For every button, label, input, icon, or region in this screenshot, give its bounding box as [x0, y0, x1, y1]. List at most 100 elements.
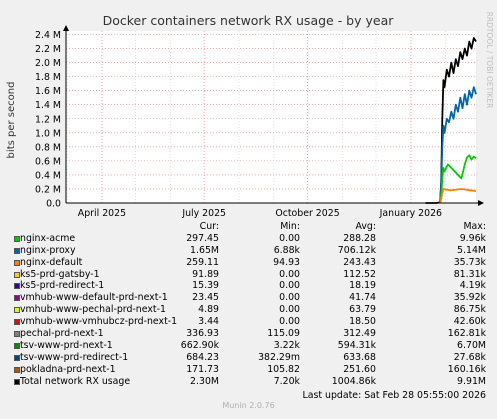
legend-cur: 662.90k	[180, 339, 219, 351]
legend-cur: 171.73	[186, 363, 219, 375]
chart-title: Docker containers network RX usage - by …	[103, 13, 395, 28]
legend-avg: 633.68	[343, 351, 376, 363]
legend-row: ks5-prd-redirect-1 15.39 0.00 18.19 4.19k	[0, 280, 497, 292]
series-lines	[425, 37, 477, 204]
legend-max: 35.73k	[453, 256, 486, 268]
legend-swatch	[14, 259, 20, 266]
generator-credit: Munin 2.0.76	[222, 401, 275, 410]
legend-min: 7.20k	[273, 375, 300, 387]
legend-max: 162.81k	[447, 328, 486, 340]
legend-avg: 243.43	[343, 256, 376, 268]
legend-min: 94.93	[273, 256, 300, 268]
legend-cur: 4.89	[198, 304, 219, 316]
legend-row: pokladna-prd-next-1 171.73 105.82 251.60 160…	[0, 364, 497, 376]
legend-cur: 1.65M	[190, 244, 219, 256]
legend-name: nginx-default	[20, 256, 83, 268]
legend-max: 160.16k	[447, 363, 486, 375]
legend-cur: 684.23	[186, 351, 219, 363]
legend-avg: 594.31k	[337, 339, 376, 351]
last-update: Last update: Sat Feb 28 05:55:00 2026	[0, 390, 497, 401]
legend-swatch	[14, 331, 20, 338]
legend-max: 4.19k	[459, 280, 486, 292]
legend-max: 86.75k	[453, 304, 486, 316]
legend-header-min: Min:	[280, 221, 300, 232]
legend-avg: 112.52	[343, 268, 376, 280]
legend-swatch	[14, 247, 20, 254]
legend-min: 0.00	[279, 316, 300, 328]
legend-cur: 336.93	[186, 328, 219, 340]
legend-row: vmhub-www-default-prd-next-1 23.45 0.00 41.…	[0, 292, 497, 304]
legend-min: 6.88k	[273, 244, 300, 256]
legend-min: 0.00	[279, 232, 300, 244]
legend-row: nginx-acme 297.45 0.00 288.28 9.96k	[0, 233, 497, 245]
legend-max: 42.60k	[453, 316, 486, 328]
legend-cur: 15.39	[192, 280, 219, 292]
legend-swatch	[14, 378, 20, 385]
series-line-3	[439, 188, 477, 204]
series-line-2	[439, 154, 477, 204]
y-tick-label: 2.4 M	[35, 30, 61, 41]
legend-header: Cur: Min: Avg: Max:	[0, 221, 497, 233]
legend-header-max: Max:	[463, 221, 486, 232]
legend-avg: 63.79	[349, 304, 376, 316]
legend-swatch	[14, 354, 20, 361]
legend-min: 115.09	[267, 328, 300, 340]
legend-name: pechal-prd-next-1	[20, 328, 104, 340]
plot-area	[66, 31, 476, 203]
legend-name: vmhub-www-default-prd-next-1	[20, 292, 168, 304]
legend-row: tsv-www-prd-next-1 662.90k 3.22k 594.31k 6.7…	[0, 340, 497, 352]
legend-swatch	[14, 319, 20, 326]
grid	[66, 31, 476, 203]
rrdtool-watermark: RRDTOOL / TOBI OETIKER	[485, 12, 494, 109]
legend: Cur: Min: Avg: Max: nginx-acme 297.45 0.00…	[0, 221, 497, 387]
legend-swatch	[14, 307, 20, 314]
y-tick-label: 2.2 M	[35, 44, 61, 55]
legend-min: 105.82	[267, 363, 300, 375]
legend-cur: 23.45	[192, 292, 219, 304]
y-axis-label: bits per second	[6, 82, 17, 159]
legend-min: 0.00	[279, 280, 300, 292]
x-axis-ticks: April 2025 July 2025 October 2025 January 2…	[78, 208, 442, 219]
legend-swatch	[14, 366, 20, 373]
legend-max: 81.31k	[453, 268, 486, 280]
legend-cur: 297.45	[186, 232, 219, 244]
x-tick-label: January 2026	[379, 208, 442, 219]
legend-header-cur: Cur:	[199, 221, 219, 232]
x-tick-label: July 2025	[181, 208, 226, 219]
legend-name: Total network RX usage	[20, 375, 131, 387]
legend-swatch	[14, 235, 20, 242]
legend-row: pechal-prd-next-1 336.93 115.09 312.49 162.8…	[0, 328, 497, 340]
legend-avg: 251.60	[343, 363, 376, 375]
legend-max: 5.14M	[457, 244, 486, 256]
legend-row: nginx-default 259.11 94.93 243.43 35.73k	[0, 257, 497, 269]
legend-max: 6.70M	[457, 339, 486, 351]
legend-max: 35.92k	[453, 292, 486, 304]
legend-avg: 288.28	[343, 232, 376, 244]
legend-cur: 3.44	[198, 316, 219, 328]
legend-swatch	[14, 342, 20, 349]
legend-min: 0.00	[279, 268, 300, 280]
legend-row: ks5-prd-gatsby-1 91.89 0.00 112.52 81.31k	[0, 269, 497, 281]
y-tick-label: 0.0	[46, 199, 61, 210]
legend-name: vmhub-www-pechal-prd-next-1	[20, 304, 166, 316]
legend-min: 382.29m	[258, 351, 300, 363]
legend-name: ks5-prd-gatsby-1	[20, 268, 100, 280]
legend-name: ks5-prd-redirect-1	[20, 280, 105, 292]
series-line-1	[439, 86, 477, 204]
y-tick-label: 1.4 M	[35, 100, 61, 111]
y-tick-label: 1.8 M	[35, 72, 61, 83]
legend-min: 0.00	[279, 292, 300, 304]
y-tick-label: 1.6 M	[35, 86, 61, 97]
y-tick-label: 1.0 M	[35, 128, 61, 139]
legend-avg: 41.74	[349, 292, 376, 304]
legend-max: 9.91M	[457, 375, 486, 387]
legend-row: nginx-proxy 1.65M 6.88k 706.12k 5.14M	[0, 245, 497, 257]
legend-avg: 18.50	[349, 316, 376, 328]
legend-max: 27.68k	[453, 351, 486, 363]
legend-max: 9.96k	[459, 232, 486, 244]
legend-row: vmhub-www-pechal-prd-next-1 4.89 0.00 63.79…	[0, 304, 497, 316]
y-tick-label: 0.2 M	[35, 184, 61, 195]
y-tick-label: 1.2 M	[35, 114, 61, 125]
legend-row: vmhub-www-vmhubcz-prd-next-1 3.44 0.00 18.5…	[0, 316, 497, 328]
legend-name: nginx-proxy	[20, 244, 76, 256]
